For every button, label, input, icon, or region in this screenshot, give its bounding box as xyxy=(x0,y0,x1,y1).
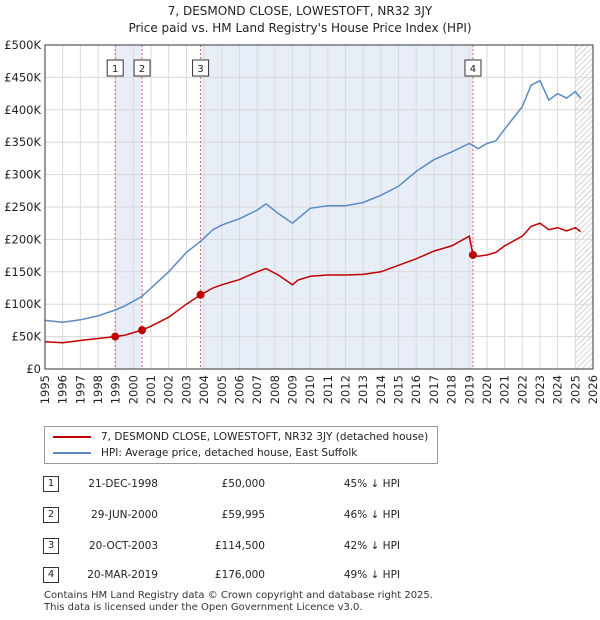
transaction-date: 21-DEC-1998 xyxy=(88,478,158,490)
sale-number-box xyxy=(192,59,210,77)
legend: 7, DESMOND CLOSE, LOWESTOFT, NR32 3JY (d… xyxy=(44,426,438,464)
transaction-number: 2 xyxy=(43,507,59,523)
transaction-price: £50,000 xyxy=(221,478,265,490)
x-tick-label: 2023 xyxy=(533,375,547,404)
y-tick-label: £250K xyxy=(4,200,41,214)
y-tick-label: £200K xyxy=(4,232,41,246)
x-tick-label: 2021 xyxy=(498,375,512,404)
x-tick-label: 2024 xyxy=(551,375,565,404)
transaction-hpi-diff: 45% ↓ HPI xyxy=(343,478,400,490)
legend-label-property: 7, DESMOND CLOSE, LOWESTOFT, NR32 3JY (d… xyxy=(101,431,429,443)
x-tick-label: 1996 xyxy=(56,375,70,404)
x-tick-label: 2020 xyxy=(480,375,494,404)
sale-point xyxy=(196,290,205,299)
x-tick-label: 1997 xyxy=(73,375,87,404)
chart-title: 7, DESMOND CLOSE, LOWESTOFT, NR32 3JY xyxy=(167,4,433,18)
table-row: 1 21-DEC-1998 £50,000 45% ↓ HPI xyxy=(0,474,600,494)
x-tick-label: 1998 xyxy=(91,375,105,404)
sale-number-label: 3 xyxy=(197,64,203,75)
legend-item-hpi: HPI: Average price, detached house, East… xyxy=(53,445,357,461)
x-tick-label: 2009 xyxy=(285,375,299,404)
legend-label-hpi: HPI: Average price, detached house, East… xyxy=(101,447,358,459)
y-tick-label: £450K xyxy=(4,70,41,84)
footer-copyright: Contains HM Land Registry data © Crown c… xyxy=(44,590,433,601)
transaction-price: £59,995 xyxy=(221,509,265,521)
sale-number-box xyxy=(133,59,151,77)
plot-border xyxy=(44,44,594,370)
y-tick-label: £400K xyxy=(4,103,41,117)
transaction-date: 20-OCT-2003 xyxy=(89,540,158,552)
property-price-line xyxy=(44,222,582,344)
y-tick-label: £500K xyxy=(4,38,41,52)
sale-point xyxy=(111,332,120,341)
x-tick-label: 1999 xyxy=(109,375,123,404)
transaction-date: 29-JUN-2000 xyxy=(91,509,158,521)
x-tick-label: 2025 xyxy=(568,375,582,404)
x-tick-label: 2006 xyxy=(232,375,246,404)
transaction-price: £114,500 xyxy=(214,540,265,552)
chart-subtitle: Price paid vs. HM Land Registry's House … xyxy=(128,21,472,35)
y-tick-label: £350K xyxy=(4,135,41,149)
sale-number-label: 1 xyxy=(112,64,118,75)
y-tick-label: £100K xyxy=(4,297,41,311)
x-tick-label: 2026 xyxy=(586,375,600,404)
price-chart: 1 2 3 4 £0 £50K £100K £150K £200K £250K £300K £350… xyxy=(4,38,600,404)
legend-item-property: 7, DESMOND CLOSE, LOWESTOFT, NR32 3JY (d… xyxy=(53,429,428,445)
x-tick-label: 2003 xyxy=(179,375,193,404)
transaction-hpi-diff: 46% ↓ HPI xyxy=(343,509,400,521)
x-tick-label: 2019 xyxy=(462,375,476,404)
transaction-number: 3 xyxy=(43,538,59,554)
x-tick-label: 2001 xyxy=(144,375,158,404)
x-tick-label: 2022 xyxy=(515,375,529,404)
x-tick-label: 2018 xyxy=(445,375,459,404)
transaction-hpi-diff: 49% ↓ HPI xyxy=(343,569,400,581)
x-tick-label: 2016 xyxy=(409,375,423,404)
x-tick-label: 2014 xyxy=(374,375,388,404)
table-row: 3 20-OCT-2003 £114,500 42% ↓ HPI xyxy=(0,536,600,556)
transaction-price: £176,000 xyxy=(214,569,265,581)
x-tick-label: 2017 xyxy=(427,375,441,404)
x-tick-label: 1995 xyxy=(38,375,52,404)
transaction-hpi-diff: 42% ↓ HPI xyxy=(343,540,400,552)
y-tick-label: £150K xyxy=(4,265,41,279)
transaction-number: 4 xyxy=(43,567,59,583)
x-tick-label: 2008 xyxy=(268,375,282,404)
x-tick-label: 2004 xyxy=(197,375,211,404)
x-tick-label: 2013 xyxy=(356,375,370,404)
sale-number-box xyxy=(106,59,124,77)
sale-number-label: 2 xyxy=(139,64,145,75)
transaction-number: 1 xyxy=(43,476,59,492)
legend-swatch-property xyxy=(53,436,91,438)
footer-licence: This data is licensed under the Open Gov… xyxy=(44,602,363,613)
sale-number-label: 4 xyxy=(470,64,476,75)
x-tick-label: 2012 xyxy=(339,375,353,404)
table-row: 2 29-JUN-2000 £59,995 46% ↓ HPI xyxy=(0,505,600,525)
x-tick-label: 2010 xyxy=(303,375,317,404)
sale-point xyxy=(138,326,147,335)
x-tick-label: 2015 xyxy=(392,375,406,404)
x-tick-label: 2007 xyxy=(250,375,264,404)
sale-number-box xyxy=(464,59,482,77)
sale-point xyxy=(468,250,477,259)
hpi-line xyxy=(44,79,582,324)
table-row: 4 20-MAR-2019 £176,000 49% ↓ HPI xyxy=(0,565,600,585)
x-tick-label: 2002 xyxy=(162,375,176,404)
x-tick-label: 2000 xyxy=(126,375,140,404)
y-tick-label: £0 xyxy=(26,362,41,376)
legend-swatch-hpi xyxy=(53,452,91,454)
y-tick-label: £300K xyxy=(4,168,41,182)
x-tick-label: 2011 xyxy=(321,375,335,404)
x-tick-label: 2005 xyxy=(215,375,229,404)
y-tick-label: £50K xyxy=(12,330,42,344)
transaction-date: 20-MAR-2019 xyxy=(87,569,158,581)
